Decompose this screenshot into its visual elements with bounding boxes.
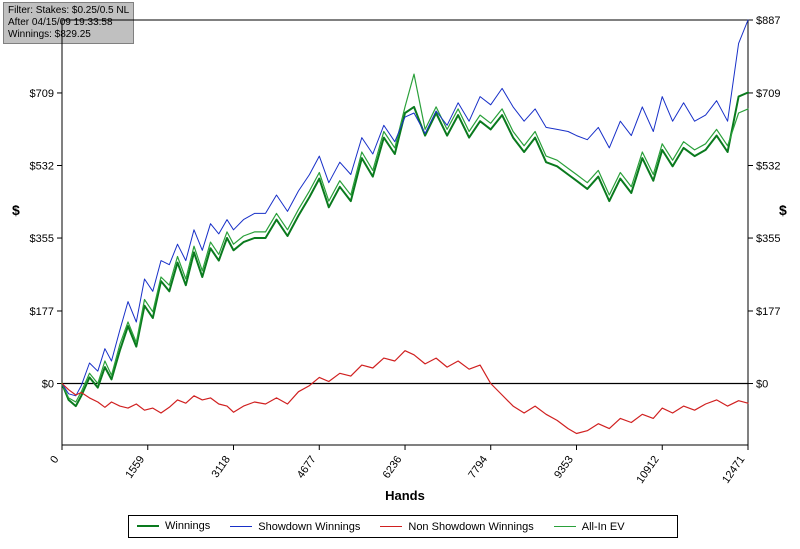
- svg-text:$532: $532: [756, 160, 780, 172]
- series-all-in-ev: [62, 74, 748, 402]
- svg-text:10912: 10912: [634, 454, 661, 486]
- svg-text:1559: 1559: [123, 454, 147, 481]
- series-winnings: [62, 93, 748, 407]
- legend-item: All-In EV: [554, 521, 625, 533]
- legend-item: Showdown Winnings: [230, 521, 360, 533]
- legend-item: Non Showdown Winnings: [380, 521, 533, 533]
- legend-label: Winnings: [165, 520, 210, 532]
- svg-text:4677: 4677: [295, 454, 319, 481]
- legend-label: All-In EV: [582, 521, 625, 533]
- svg-text:$355: $355: [30, 233, 54, 245]
- svg-text:$532: $532: [30, 160, 54, 172]
- legend-swatch: [380, 526, 402, 527]
- svg-text:$0: $0: [42, 379, 54, 391]
- legend-swatch: [554, 526, 576, 527]
- winnings-chart: $0 $177 $355 $532 $709 $0 $177 $355 $532 $709 $887…: [0, 0, 800, 549]
- svg-text:$355: $355: [756, 233, 780, 245]
- legend-swatch: [137, 525, 159, 527]
- svg-text:Hands: Hands: [385, 488, 425, 503]
- svg-text:$177: $177: [30, 306, 54, 318]
- svg-text:3118: 3118: [210, 454, 233, 480]
- svg-text:6236: 6236: [381, 454, 405, 481]
- legend-item: Winnings: [137, 520, 210, 532]
- chart-legend: Winnings Showdown Winnings Non Showdown Wi…: [128, 515, 678, 538]
- svg-text:$709: $709: [756, 88, 780, 100]
- svg-text:9353: 9353: [552, 454, 576, 481]
- legend-swatch: [230, 526, 252, 527]
- series-non-showdown-winnings: [62, 351, 748, 434]
- series-showdown-winnings: [62, 20, 748, 396]
- svg-text:12471: 12471: [720, 454, 747, 486]
- svg-text:$887: $887: [756, 15, 780, 27]
- svg-text:0: 0: [48, 454, 61, 466]
- svg-text:$709: $709: [30, 88, 54, 100]
- svg-text:7794: 7794: [466, 454, 490, 481]
- legend-label: Non Showdown Winnings: [408, 521, 533, 533]
- svg-text:$177: $177: [756, 306, 780, 318]
- legend-label: Showdown Winnings: [258, 521, 360, 533]
- svg-text:$0: $0: [756, 379, 768, 391]
